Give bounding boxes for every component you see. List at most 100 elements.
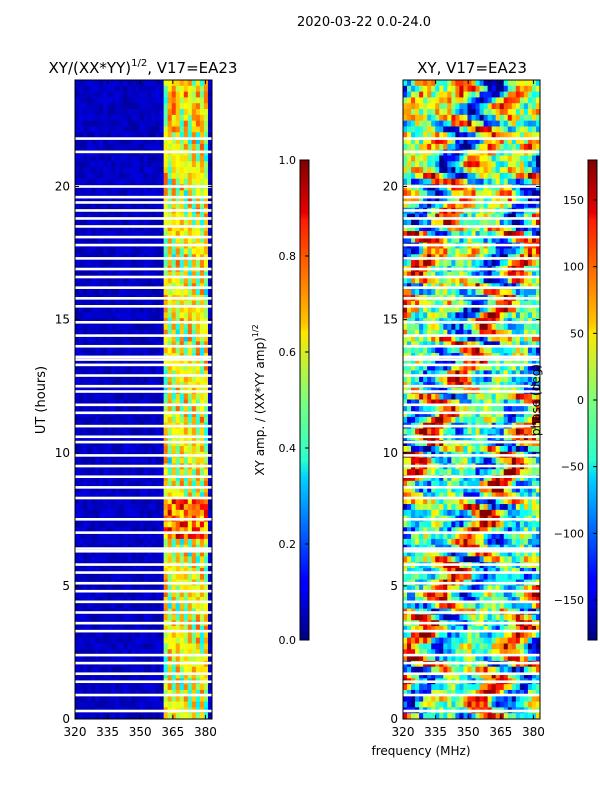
flagged-interval [403,549,540,553]
flagged-interval [403,621,540,625]
y-tick-label: 5 [390,579,398,593]
flagged-interval [403,286,540,289]
flagged-interval [75,195,212,199]
flagged-interval [403,411,540,415]
flagged-interval [403,150,540,154]
x-tick-label: 350 [129,725,152,739]
flagged-interval [403,384,540,388]
flagged-interval [75,547,212,550]
right-panel-title: XY, V17=EA23 [417,59,527,77]
flagged-interval [75,475,212,479]
x-tick-label: 335 [96,725,119,739]
flagged-interval [75,235,212,239]
flagged-interval [403,363,540,367]
x-tick-label: 380 [194,725,217,739]
flagged-interval [75,496,212,500]
x-tick-label: 365 [489,725,512,739]
flagged-interval [75,549,212,553]
flagged-interval [403,547,540,550]
flagged-interval [75,275,212,279]
x-tick-label: 320 [392,725,415,739]
flagged-interval [75,305,212,308]
x-tick-label: 335 [424,725,447,739]
flagged-interval [75,201,212,204]
flagged-interval [75,355,212,359]
flagged-interval [403,629,540,633]
colorbar-tick-label: 0.0 [279,634,297,647]
colorbar-tick-label: 50 [570,327,584,340]
flagged-interval [403,235,540,239]
left-title-sup: 1/2 [131,58,147,69]
flagged-interval [403,496,540,500]
flagged-interval [75,680,212,684]
flagged-interval [403,320,540,324]
flagged-interval [75,661,212,665]
y-tick-label: 0 [390,712,398,726]
flagged-interval [403,531,540,534]
flagged-interval [403,475,540,479]
flagged-interval [403,334,540,337]
flagged-interval [75,358,212,361]
colorbar-tick-label: 0.8 [279,250,297,263]
flagged-interval [75,411,212,415]
left-colorbar [299,159,310,641]
flagged-interval [403,581,540,585]
flagged-interval [75,150,212,154]
flagged-interval [403,185,540,188]
flagged-interval [403,600,540,604]
flagged-interval [75,363,212,367]
flagged-interval [403,297,540,300]
flagged-interval [75,297,212,300]
flagged-interval [403,440,540,444]
flagged-interval [75,334,212,337]
flagged-interval [403,403,540,407]
left-y-axis-label: UT (hours) [34,366,49,434]
flagged-interval [403,275,540,279]
flagged-interval [403,358,540,361]
flagged-interval [75,257,212,260]
flagged-interval [403,217,540,220]
y-tick-label: 10 [383,446,398,460]
flagged-interval [403,201,540,204]
flagged-interval [75,137,212,140]
flagged-interval [403,464,540,468]
flagged-interval [75,581,212,585]
flagged-interval [75,286,212,289]
flagged-interval [403,709,540,713]
colorbar-tick-label: 150 [563,194,584,207]
flagged-interval [75,621,212,625]
flagged-interval [403,225,540,228]
left-heatmap [75,80,213,720]
flagged-interval [403,374,540,377]
left-panel-title: XY/(XX*YY)1/2, V17=EA23 [49,58,238,77]
flagged-interval [403,672,540,676]
flagged-interval [75,589,212,593]
right-heatmap [403,80,541,720]
colorbar-tick-label: 0 [577,394,584,407]
flagged-interval [75,464,212,468]
flagged-interval [75,267,212,271]
flagged-interval [75,672,212,676]
colorbar-tick-label: 0.2 [279,538,297,551]
y-tick-label: 0 [62,712,70,726]
colorbar-tick-label: 0.6 [279,346,297,359]
flagged-interval [403,486,540,489]
x-tick-label: 365 [161,725,184,739]
flagged-interval [403,435,540,439]
flagged-interval [75,486,212,489]
x-tick-label: 350 [457,725,480,739]
flagged-interval [403,137,540,140]
left-colorbar-ticks: 0.0 0.2 0.4 0.6 0.8 1.0 [279,154,309,647]
right-colorbar-label: phase (deg) [529,364,543,436]
flagged-interval [403,611,540,614]
flagged-interval [403,267,540,271]
flagged-interval [403,257,540,260]
y-tick-label: 10 [55,446,70,460]
flagged-interval [403,209,540,212]
flagged-interval [75,518,212,521]
flagged-interval [403,518,540,521]
flagged-interval [403,661,540,665]
flagged-interval [75,185,212,188]
flagged-interval [75,390,212,393]
flagged-interval [403,195,540,199]
